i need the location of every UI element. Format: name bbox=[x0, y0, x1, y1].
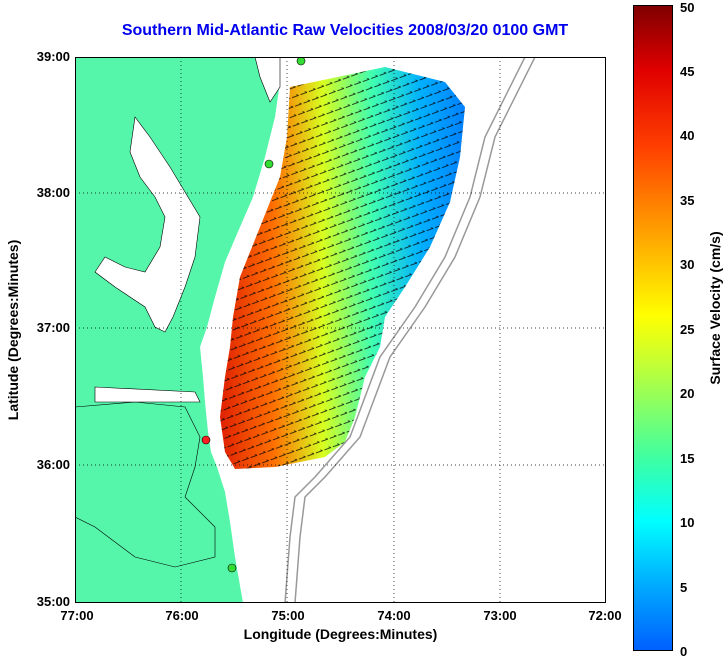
station-marker bbox=[201, 435, 211, 445]
cbar-tick-25: 25 bbox=[680, 322, 695, 337]
colorbar-label: Surface Velocity (cm/s) bbox=[707, 231, 723, 385]
cbar-tick-20: 20 bbox=[680, 386, 695, 401]
y-axis-label: Latitude (Degrees:Minutes) bbox=[5, 239, 21, 421]
x-tick-75: 75:00 bbox=[271, 608, 305, 623]
chesapeake-bay bbox=[94, 116, 201, 333]
y-tick-35: 35:00 bbox=[36, 594, 70, 609]
cbar-tick-5: 5 bbox=[680, 580, 688, 595]
x-tick-76: 76:00 bbox=[165, 608, 199, 623]
y-tick-39: 39:00 bbox=[36, 49, 70, 64]
x-axis-label: Longitude (Degrees:Minutes) bbox=[243, 626, 438, 642]
velocity-arrows bbox=[220, 67, 465, 469]
cbar-tick-30: 30 bbox=[680, 257, 695, 272]
pamlico-sound bbox=[75, 401, 216, 568]
cbar-tick-0: 0 bbox=[680, 644, 688, 659]
cbar-tick-50: 50 bbox=[680, 0, 695, 15]
x-tick-73: 73:00 bbox=[483, 608, 517, 623]
y-tick-38: 38:00 bbox=[36, 185, 70, 200]
y-tick-36: 36:00 bbox=[36, 457, 70, 472]
colorbar bbox=[633, 5, 673, 651]
map-plot bbox=[75, 57, 606, 603]
cbar-tick-15: 15 bbox=[680, 451, 695, 466]
cbar-tick-35: 35 bbox=[680, 193, 695, 208]
albemarle-sound bbox=[94, 386, 201, 403]
cbar-tick-10: 10 bbox=[680, 515, 695, 530]
bathymetry-contour-1 bbox=[284, 57, 526, 603]
station-marker bbox=[264, 159, 274, 169]
station-marker bbox=[296, 57, 306, 66]
bathymetry-contour-2 bbox=[294, 57, 536, 603]
station-marker bbox=[227, 563, 237, 573]
x-tick-74: 74:00 bbox=[377, 608, 411, 623]
plot-frame bbox=[75, 57, 606, 603]
x-tick-72: 72:00 bbox=[588, 608, 622, 623]
chart-title: Southern Mid-Atlantic Raw Velocities 200… bbox=[121, 22, 569, 39]
grid-lines bbox=[75, 57, 606, 603]
cbar-tick-40: 40 bbox=[680, 128, 695, 143]
x-tick-77: 77:00 bbox=[60, 608, 94, 623]
delaware-bay bbox=[254, 57, 281, 103]
y-tick-37: 37:00 bbox=[36, 320, 70, 335]
cbar-tick-45: 45 bbox=[680, 64, 695, 79]
